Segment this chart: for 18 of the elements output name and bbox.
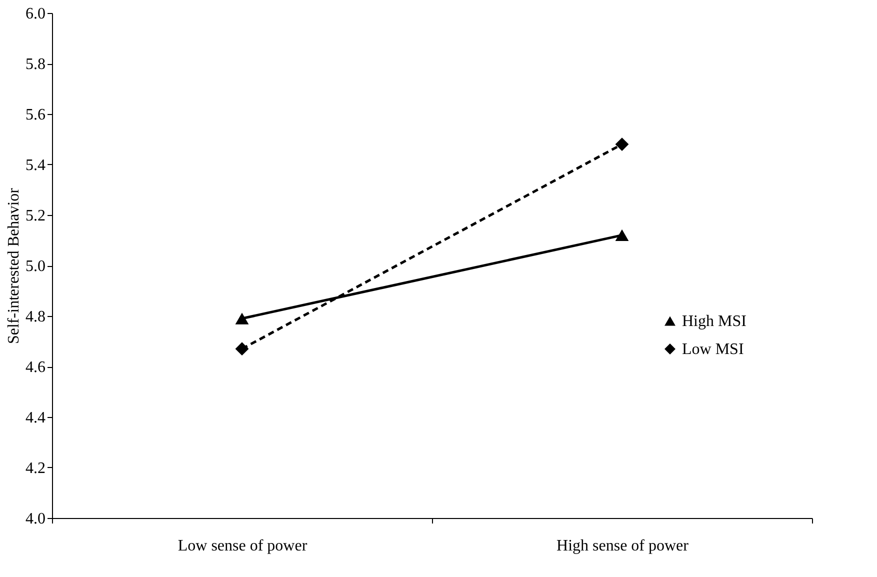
x-tick-label: High sense of power [556, 538, 690, 554]
y-tick-label: 4.8 [26, 308, 46, 326]
y-tick-label: 5.6 [26, 106, 46, 124]
legend-label: Low MSI [682, 341, 744, 358]
y-tick-label: 5.0 [26, 258, 46, 275]
y-axis-title: Self-interested Behavior [6, 187, 22, 344]
point [615, 138, 629, 152]
y-tick-label: 6.0 [26, 6, 46, 22]
x-tick-label: Low sense of power [178, 538, 308, 554]
y-tick-label: 4.4 [26, 410, 46, 426]
y-tick-label: 5.8 [26, 56, 46, 73]
y-tick-label: 4.6 [26, 359, 46, 376]
point [235, 342, 249, 356]
y-tick-label: 5.2 [26, 208, 46, 224]
y-tick-label: 4.2 [26, 460, 46, 477]
y-tick-label: 4.0 [26, 510, 46, 528]
y-tick-label: 5.4 [26, 157, 46, 174]
legend-label: High MSI [682, 313, 746, 330]
